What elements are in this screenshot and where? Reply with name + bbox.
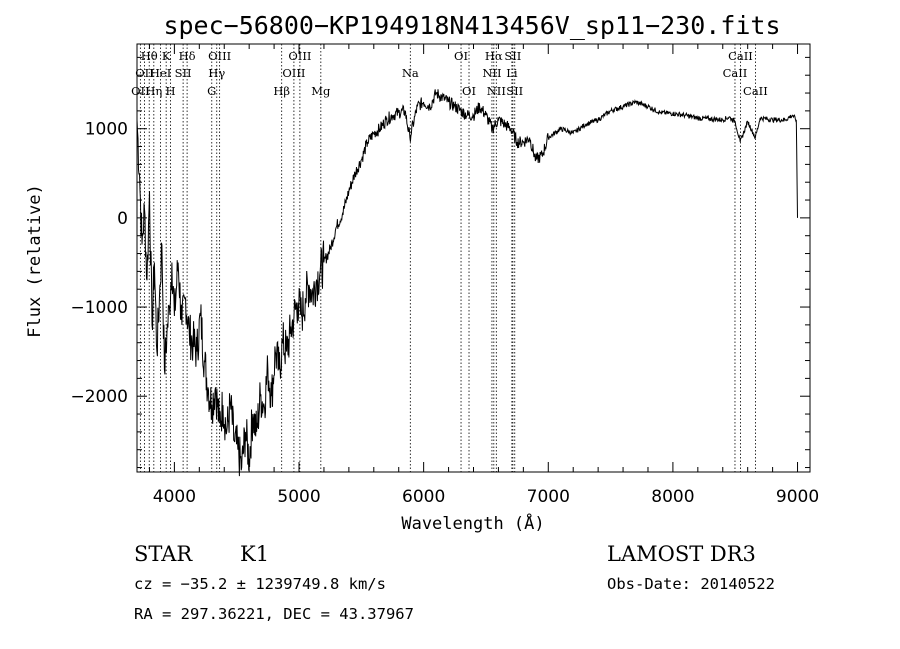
spectral-line-label: NII	[487, 84, 506, 98]
object-class: STAR	[134, 542, 193, 566]
x-axis-label: Wavelength (Å)	[401, 512, 544, 534]
object-subclass: K1	[240, 542, 269, 566]
x-tick-label: 9000	[776, 487, 819, 507]
spectral-line-label: HeI	[150, 66, 171, 80]
y-tick-label: 0	[117, 209, 128, 229]
spectral-line-label: SII	[504, 49, 521, 63]
spectral-line-label: OI	[462, 84, 476, 98]
spectral-line-label: H	[166, 84, 176, 98]
spectral-line-label: G	[207, 84, 216, 98]
spectral-line-label: OIII	[288, 49, 311, 63]
spectral-line-label: OII	[135, 66, 154, 80]
x-axis-ticks: 4000 5000 6000 7000 8000 9000	[148, 44, 819, 507]
x-tick-label: 5000	[277, 487, 320, 507]
x-tick-label: 8000	[651, 487, 694, 507]
x-tick-label: 6000	[402, 487, 445, 507]
spectral-line-label: CaII	[723, 66, 748, 80]
y-axis-ticks: −2000 −1000 0 1000	[70, 56, 810, 469]
y-tick-label: −1000	[70, 298, 128, 318]
spectral-line-label: OI	[454, 49, 468, 63]
chart-title: spec−56800−KP194918N413456V_sp11−230.fit…	[163, 11, 780, 40]
spectral-line-label: Hγ	[208, 66, 225, 80]
spectral-line-label: Hθ	[141, 49, 158, 63]
spectral-line-label: Hβ	[273, 84, 290, 98]
spectral-line-label: K	[162, 49, 171, 63]
ra-dec: RA = 297.36221, DEC = 43.37967	[134, 605, 414, 623]
spectral-line-label: SII	[175, 66, 192, 80]
spectral-line-label: OIII	[208, 49, 231, 63]
spectral-line-labels: OII OII Hθ Hη HeI K H SII Hδ G Hγ OIII Hβ OIII OIII Mg N…	[131, 49, 768, 98]
y-tick-label: 1000	[85, 120, 128, 140]
observation-date: Obs-Date: 20140522	[607, 575, 775, 593]
spectral-line-label: CaII	[728, 49, 753, 63]
x-tick-label: 7000	[527, 487, 570, 507]
spectral-line-label: OIII	[282, 66, 305, 80]
spectral-line-label: Hδ	[179, 49, 196, 63]
redshift-cz: cz = −35.2 ± 1239749.8 km/s	[134, 575, 386, 593]
y-tick-label: −2000	[70, 387, 128, 407]
plot-frame	[136, 43, 811, 473]
spectrum-line	[136, 89, 798, 477]
spectral-line-label: NII	[482, 66, 501, 80]
spectral-line-label: Na	[402, 66, 419, 80]
spectral-line-label: Hη	[145, 84, 162, 98]
spectral-line-label: SII	[506, 84, 523, 98]
spectral-line-label: OII	[131, 84, 150, 98]
y-axis-label: Flux (relative)	[25, 184, 45, 338]
spectral-line-label: Mg	[311, 84, 331, 98]
spectral-line-label: CaII	[743, 84, 768, 98]
spectral-line-label: Li	[506, 66, 518, 80]
survey-name: LAMOST DR3	[607, 542, 756, 566]
spectral-lines	[139, 44, 756, 472]
x-tick-label: 4000	[153, 487, 196, 507]
spectral-line-label: Hα	[485, 49, 503, 63]
